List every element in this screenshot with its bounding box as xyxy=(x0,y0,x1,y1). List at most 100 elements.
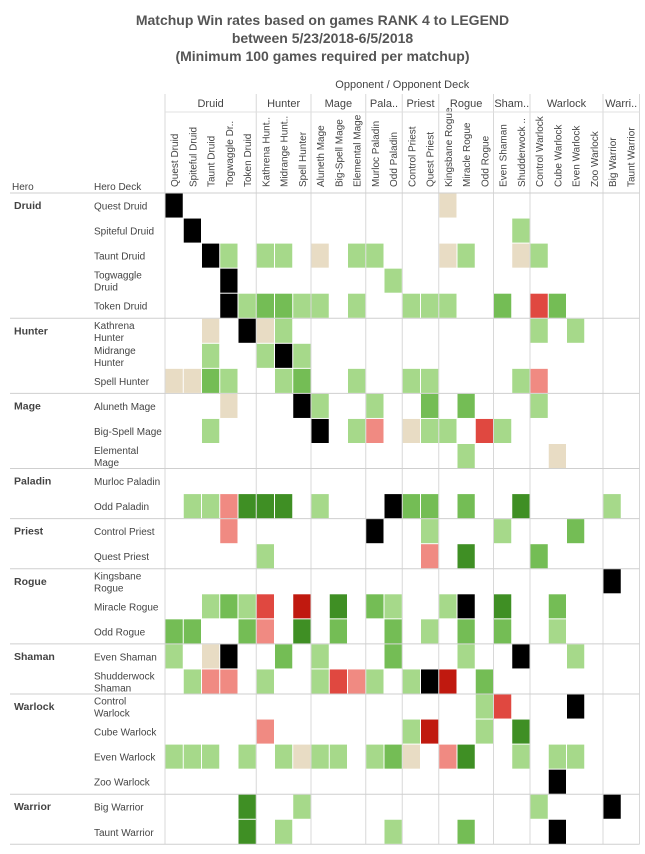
matchup-cell xyxy=(439,669,457,694)
mirror-cell xyxy=(457,594,475,619)
matchup-cell xyxy=(238,293,256,318)
row-label: Rogue xyxy=(94,583,124,594)
matchup-cell xyxy=(366,669,384,694)
col-label: Big Warrior xyxy=(608,137,619,187)
matchup-cell xyxy=(512,744,530,769)
matchup-cell xyxy=(439,243,457,268)
matchup-cell xyxy=(421,368,439,393)
matchup-cell xyxy=(439,744,457,769)
row-label: Miracle Rogue xyxy=(94,602,159,613)
matchup-cell xyxy=(494,594,512,619)
matchup-cell xyxy=(494,694,512,719)
matchup-cell xyxy=(439,193,457,218)
col-label: Spiteful Druid xyxy=(188,127,199,187)
matchup-cell xyxy=(183,494,201,519)
matchup-cell xyxy=(457,243,475,268)
col-label: Big-Spell Mage xyxy=(334,119,345,187)
row-label: Quest Priest xyxy=(94,552,149,563)
matchup-cell xyxy=(220,368,238,393)
title-line-2: between 5/23/2018-6/5/2018 xyxy=(231,30,414,46)
row-label: Aluneth Mage xyxy=(94,402,156,413)
matchup-cell xyxy=(202,368,220,393)
matchup-cell xyxy=(165,644,183,669)
hero-row-label-warrior: Warrior xyxy=(14,801,51,813)
matchup-cell xyxy=(421,418,439,443)
matchup-cell xyxy=(494,619,512,644)
matchup-cell xyxy=(238,819,256,844)
matchup-cell xyxy=(275,744,293,769)
matchup-cell xyxy=(530,544,548,569)
mirror-cell xyxy=(293,393,311,418)
col-label: Zoo Warlock xyxy=(590,130,601,187)
matchup-cell xyxy=(457,393,475,418)
matchup-cell xyxy=(256,293,274,318)
matchup-cell xyxy=(512,494,530,519)
col-label: Taunt Warrior xyxy=(626,127,637,187)
matchup-cell xyxy=(494,418,512,443)
matchup-cell xyxy=(202,669,220,694)
matchup-cell xyxy=(238,619,256,644)
matchup-cell xyxy=(530,393,548,418)
matchup-cell xyxy=(293,343,311,368)
matchup-cell xyxy=(384,268,402,293)
matchup-cell xyxy=(384,744,402,769)
col-label: Taunt Druid xyxy=(207,136,218,187)
col-label: Odd Rogue xyxy=(480,135,491,187)
matchup-cell xyxy=(402,494,420,519)
mirror-cell xyxy=(548,819,566,844)
mirror-cell xyxy=(384,494,402,519)
col-label: Elemental Mage xyxy=(353,114,364,187)
matchup-cell xyxy=(256,544,274,569)
matchup-cell xyxy=(165,619,183,644)
matchup-cell xyxy=(457,819,475,844)
matchup-cell xyxy=(548,744,566,769)
col-label: Control Warlock xyxy=(535,115,546,187)
row-label: Odd Paladin xyxy=(94,502,149,513)
row-label: Big-Spell Mage xyxy=(94,427,162,438)
matchup-cell xyxy=(329,669,347,694)
title-line-3: (Minimum 100 games required per matchup) xyxy=(175,48,470,64)
matchup-cell xyxy=(256,594,274,619)
matchup-cell xyxy=(275,293,293,318)
matchup-cell xyxy=(457,619,475,644)
matchup-cell xyxy=(348,243,366,268)
col-label: Token Druid xyxy=(243,134,254,187)
hero-row-label-druid: Druid xyxy=(14,200,41,212)
matchup-cell xyxy=(402,744,420,769)
row-label: Warlock xyxy=(94,709,131,720)
hero-col-header-warlock: Warlock xyxy=(547,98,587,110)
row-label: Big Warrior xyxy=(94,803,144,814)
matchup-cell xyxy=(348,418,366,443)
matchup-cell xyxy=(567,318,585,343)
matchup-cell xyxy=(293,368,311,393)
matchup-cell xyxy=(512,368,530,393)
matchup-cell xyxy=(530,318,548,343)
matchup-cell xyxy=(457,644,475,669)
matchup-cell xyxy=(275,494,293,519)
col-label: Aluneth Mage xyxy=(316,125,327,187)
matchup-cell xyxy=(220,243,238,268)
col-label: Quest Druid xyxy=(170,134,181,187)
col-label: Spell Hunter xyxy=(298,131,309,187)
matchup-cell xyxy=(384,619,402,644)
matchup-cell xyxy=(348,368,366,393)
matchup-cell xyxy=(311,243,329,268)
matchup-cell xyxy=(366,393,384,418)
matchup-cell xyxy=(384,644,402,669)
matchup-cell xyxy=(293,619,311,644)
matchup-cell xyxy=(512,243,530,268)
row-label: Kingsbane xyxy=(94,571,142,582)
matchup-cell xyxy=(220,494,238,519)
column-header: Opponent / Opponent Deck xyxy=(335,79,469,91)
matchup-cell xyxy=(311,744,329,769)
matchup-cell xyxy=(567,519,585,544)
matchup-cell xyxy=(567,644,585,669)
mirror-cell xyxy=(548,769,566,794)
row-label: Shudderwock xyxy=(94,671,156,682)
matchup-cell xyxy=(457,744,475,769)
hero-row-label-paladin: Paladin xyxy=(14,476,51,488)
matchup-cell xyxy=(457,494,475,519)
mirror-cell xyxy=(220,293,238,318)
matchup-cell xyxy=(548,444,566,469)
matchup-cell xyxy=(402,293,420,318)
